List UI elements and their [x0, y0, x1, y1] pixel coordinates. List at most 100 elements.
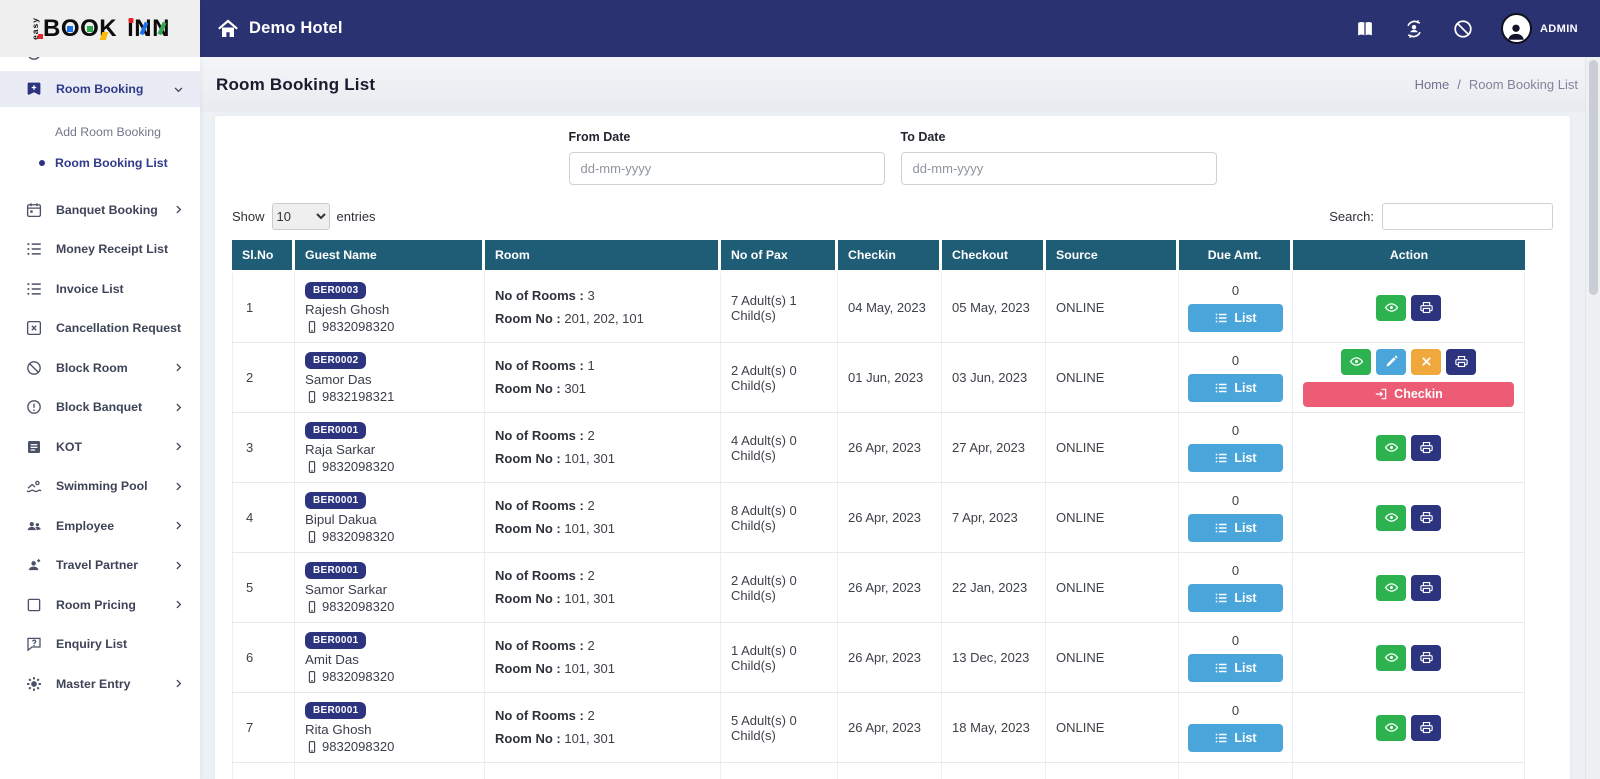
- block-icon[interactable]: [1452, 18, 1474, 40]
- scrollbar-thumb[interactable]: [1588, 60, 1598, 295]
- sidebar-items: Banquet Booking Money Receipt List Invoice…: [0, 190, 200, 704]
- view-button[interactable]: [1376, 504, 1406, 531]
- pool-icon: [25, 477, 43, 495]
- sidebar-item-room-pricing[interactable]: Room Pricing: [0, 585, 200, 625]
- chevron-right-icon: [173, 362, 184, 373]
- booking-diary-icon[interactable]: [1354, 18, 1376, 40]
- list-button[interactable]: List: [1188, 304, 1283, 332]
- sidebar-clipped-region: Check In: [0, 57, 200, 71]
- list-button[interactable]: List: [1188, 374, 1283, 402]
- view-button[interactable]: [1341, 348, 1371, 375]
- cancel-button[interactable]: [1411, 348, 1441, 375]
- print-button[interactable]: [1411, 644, 1441, 671]
- user-menu[interactable]: ADMIN: [1500, 13, 1578, 44]
- table-row: 3 BER0001 Raja Sarkar 9832098320 No of R…: [232, 413, 1525, 483]
- list-icon: [1214, 731, 1228, 745]
- print-button[interactable]: [1411, 504, 1441, 531]
- room-booking-icon: [25, 80, 43, 98]
- support-360-icon[interactable]: [1403, 18, 1425, 40]
- sidebar-item-travel-partner[interactable]: Travel Partner: [0, 546, 200, 586]
- sidebar-item-block-banquet[interactable]: Block Banquet: [0, 388, 200, 428]
- guest-phone: 9832098320: [322, 669, 395, 684]
- print-button[interactable]: [1411, 294, 1441, 321]
- sidebar-item-cancellation-request[interactable]: Cancellation Request: [0, 309, 200, 349]
- guest-name: Rajesh Ghosh: [305, 302, 390, 317]
- print-button[interactable]: [1446, 348, 1476, 375]
- eye-icon: [1349, 354, 1364, 369]
- sidebar-item-money-receipt-list[interactable]: Money Receipt List: [0, 230, 200, 270]
- list-icon: [1214, 591, 1228, 605]
- sidebar-item-check-in[interactable]: Check In: [0, 57, 200, 71]
- sidebar-item-room-booking-list[interactable]: Room Booking List: [0, 147, 200, 178]
- view-button[interactable]: [1376, 574, 1406, 601]
- navbar-actions: ADMIN: [1354, 13, 1578, 44]
- breadcrumb-home[interactable]: Home: [1414, 77, 1450, 92]
- print-button[interactable]: [1411, 714, 1441, 741]
- from-date-input[interactable]: [568, 152, 885, 185]
- no-of-rooms-label: No of Rooms :: [495, 708, 584, 724]
- room-booking-submenu: Add Room Booking Room Booking List: [0, 107, 200, 190]
- checkin-button[interactable]: Checkin: [1303, 381, 1514, 407]
- cell-guest: BER0001 Bipul Dakua 9832098320: [295, 483, 485, 553]
- cell-guest: BER0003 Rajesh Ghosh 9832098320: [295, 273, 485, 343]
- room-no-label: Room No :: [495, 730, 561, 746]
- sidebar-item-employee[interactable]: Employee: [0, 506, 200, 546]
- print-button[interactable]: [1411, 434, 1441, 461]
- printer-icon: [1419, 440, 1434, 455]
- list-button[interactable]: List: [1188, 514, 1283, 542]
- view-button[interactable]: [1376, 714, 1406, 741]
- no-of-rooms-value: 2: [587, 428, 595, 444]
- list-button[interactable]: List: [1188, 654, 1283, 682]
- page-header: Room Booking List Home / Room Booking Li…: [200, 57, 1600, 112]
- view-button[interactable]: [1376, 644, 1406, 671]
- chat-question-icon: [25, 635, 43, 653]
- sidebar-item-block-room[interactable]: Block Room: [0, 348, 200, 388]
- cell-action: [1293, 273, 1525, 343]
- cell-room: No of Rooms : 2 Room No : 101, 301: [485, 553, 721, 623]
- page-title: Room Booking List: [216, 74, 376, 94]
- sidebar-item-swimming-pool[interactable]: Swimming Pool: [0, 467, 200, 507]
- table-row: 6 BER0001 Amit Das 9832098320 No of Room…: [232, 623, 1525, 693]
- sidebar-item-room-booking[interactable]: Room Booking: [0, 71, 200, 107]
- entries-label: entries: [336, 209, 376, 224]
- sidebar-item-enquiry-list[interactable]: Enquiry List: [0, 625, 200, 665]
- view-button[interactable]: [1376, 434, 1406, 461]
- sidebar-item-add-room-booking[interactable]: Add Room Booking: [0, 116, 200, 147]
- no-of-rooms-value: 3: [587, 288, 595, 304]
- cell-room: No of Rooms : 2 Room No : 101, 301: [485, 413, 721, 483]
- column-header-slno: Sl.No: [232, 240, 295, 273]
- sidebar-item-invoice-list[interactable]: Invoice List: [0, 269, 200, 309]
- list-icon: [1214, 521, 1228, 535]
- sidebar-item-kot[interactable]: KOT: [0, 427, 200, 467]
- sidebar-item-master-entry[interactable]: Master Entry: [0, 664, 200, 704]
- hotel-brand[interactable]: Demo Hotel: [216, 17, 343, 41]
- cell-source: ONLINE: [1046, 483, 1179, 553]
- list-button[interactable]: List: [1188, 584, 1283, 612]
- guest-name: Rita Ghosh: [305, 722, 372, 737]
- alert-circle-icon: [25, 398, 43, 416]
- sidebar-item-banquet-booking[interactable]: Banquet Booking: [0, 190, 200, 230]
- edit-button[interactable]: [1376, 348, 1406, 375]
- list-button[interactable]: List: [1188, 444, 1283, 472]
- list-button[interactable]: List: [1188, 724, 1283, 752]
- room-no-value: 101, 301: [564, 450, 615, 466]
- view-button[interactable]: [1376, 294, 1406, 321]
- cell-guest: BER0001 Rita Ghosh 9832098320: [295, 693, 485, 763]
- to-date-input[interactable]: [900, 152, 1217, 185]
- no-of-rooms-label: No of Rooms :: [495, 638, 584, 654]
- booking-id-badge: BER0003: [305, 282, 367, 299]
- cell-checkout: 18 May, 2023: [942, 693, 1046, 763]
- sidebar-item-label: Master Entry: [56, 676, 131, 691]
- search-input[interactable]: [1382, 203, 1553, 230]
- print-button[interactable]: [1411, 574, 1441, 601]
- column-header-checkout: Checkout: [942, 240, 1046, 273]
- column-header-room: Room: [485, 240, 721, 273]
- bookings-table: Sl.No Guest Name Room No of Pax Checkin …: [232, 240, 1525, 779]
- list-icon: [25, 240, 43, 258]
- page-size-select[interactable]: 10: [271, 203, 330, 230]
- page-scrollbar[interactable]: [1585, 57, 1600, 779]
- guest-name: Bipul Dakua: [305, 512, 377, 527]
- due-amount: 0: [1231, 633, 1240, 648]
